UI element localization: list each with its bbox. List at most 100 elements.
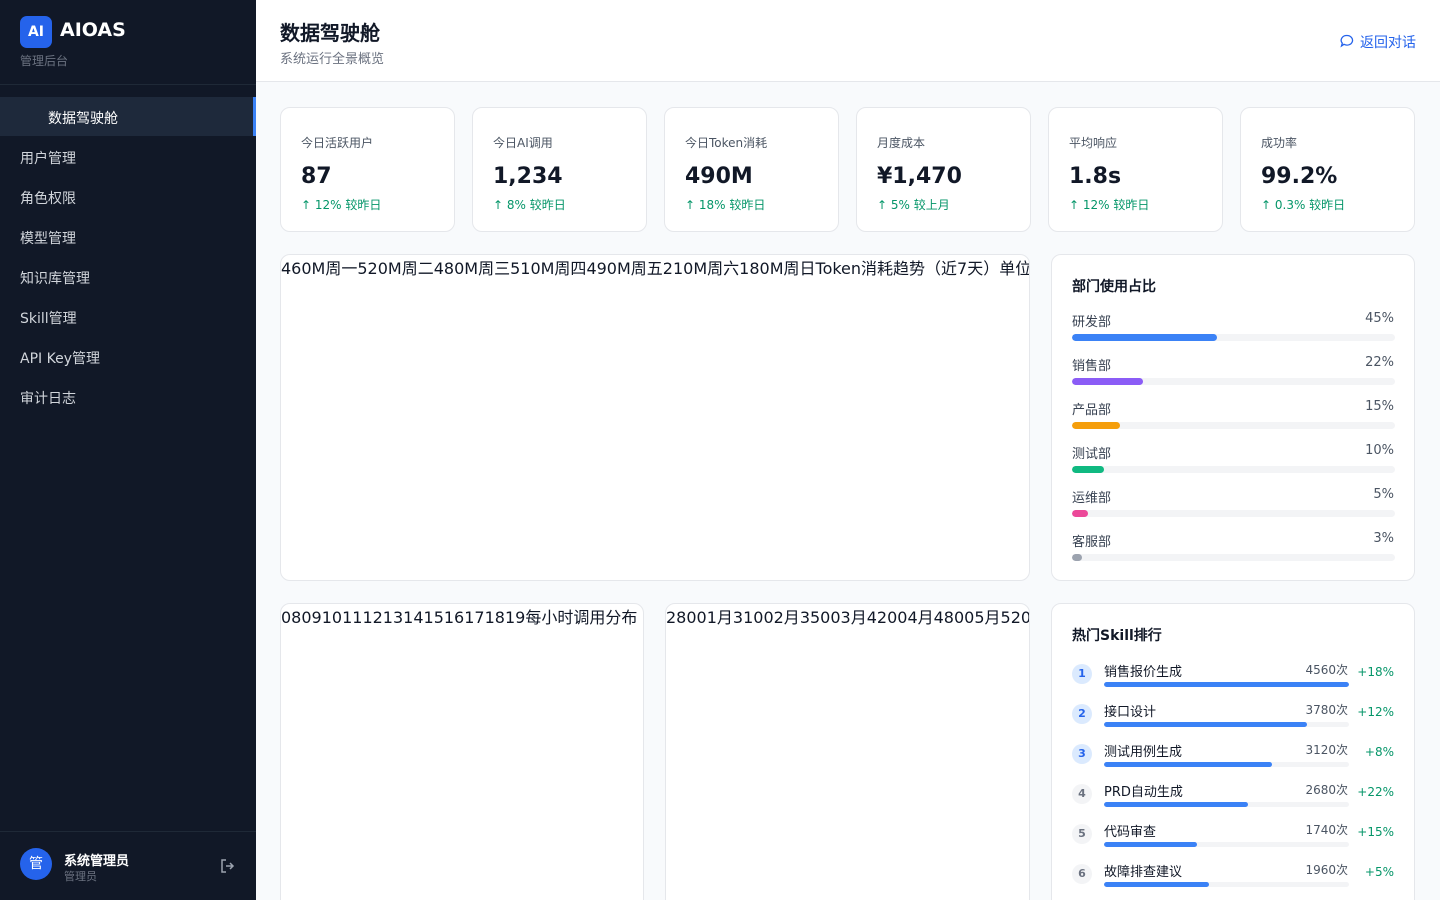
department-value: 22%: [1365, 355, 1394, 370]
nav-item[interactable]: 知识库管理: [0, 257, 256, 296]
kpi-label: 今日AI调用: [493, 136, 553, 150]
progress-track: [1104, 802, 1349, 807]
skill-name: 接口设计: [1104, 705, 1157, 720]
department-value: 3%: [1373, 531, 1394, 546]
card-title: 热门Skill排行: [1072, 628, 1162, 644]
user-name: 系统管理员: [64, 854, 130, 869]
user-role: 管理员: [64, 870, 97, 883]
chart-card: 28001月31002月35003月42004月48005月52006月月度对话…: [665, 603, 1030, 900]
rank-badge: 6: [1072, 864, 1092, 884]
nav-item[interactable]: Skill管理: [0, 297, 256, 336]
chart: 080910111213141516171819每小时调用分布: [281, 604, 637, 628]
kpi-change: ↑ 12% 较昨日: [1069, 198, 1150, 212]
nav-label: API Key管理: [20, 351, 100, 367]
chart: 28001月31002月35003月42004月48005月52006月月度对话…: [666, 604, 1029, 628]
rank-badge: 3: [1072, 744, 1092, 764]
rank-badge: 5: [1072, 824, 1092, 844]
x-tick-label: 13: [382, 608, 404, 627]
progress-bar: [1072, 554, 1082, 561]
back-link[interactable]: 返回对话: [1360, 35, 1416, 51]
progress-bar: [1072, 510, 1089, 517]
progress-bar: [1104, 682, 1349, 687]
skill-change: +18%: [1357, 665, 1394, 679]
progress-track: [1072, 510, 1395, 517]
progress-track: [1104, 882, 1349, 887]
kpi-value: 87: [301, 164, 332, 189]
chart-card: 460M周一520M周二480M周三510M周四490M周五210M周六180M…: [280, 254, 1030, 581]
skill-change: +22%: [1357, 785, 1394, 799]
logo-icon: AI: [20, 16, 52, 48]
progress-track: [1072, 466, 1395, 473]
skill-name: 代码审查: [1104, 825, 1157, 840]
rank-badge: 2: [1072, 704, 1092, 724]
x-tick-label: 周日: [783, 259, 816, 278]
progress-bar: [1072, 422, 1121, 429]
page-subtitle: 系统运行全景概览: [280, 52, 385, 67]
nav-item[interactable]: 审计日志: [0, 377, 256, 416]
department-value: 15%: [1365, 399, 1394, 414]
skill-count: 3120次: [1305, 743, 1348, 757]
nav-item[interactable]: 角色权限: [0, 177, 256, 216]
department-name: 研发部: [1072, 315, 1112, 330]
progress-bar: [1072, 378, 1144, 385]
x-tick-label: 周一: [325, 259, 358, 278]
skill-change: +12%: [1357, 705, 1394, 719]
value-label: 180M: [739, 259, 784, 278]
progress-track: [1072, 422, 1395, 429]
x-tick-label: 周三: [478, 259, 511, 278]
progress-bar: [1104, 842, 1198, 847]
department-value: 45%: [1365, 311, 1394, 326]
kpi-card: 成功率 99.2% ↑ 0.3% 较昨日: [1240, 107, 1415, 232]
department-name: 销售部: [1072, 359, 1112, 374]
department-name: 产品部: [1072, 403, 1112, 418]
x-tick-label: 3月: [840, 608, 867, 627]
progress-bar: [1104, 762, 1272, 767]
x-tick-label: 4月: [907, 608, 934, 627]
skill-name: PRD自动生成: [1104, 785, 1183, 800]
progress-track: [1104, 682, 1349, 687]
department-name: 运维部: [1072, 491, 1112, 506]
x-tick-label: 周五: [630, 259, 663, 278]
nav-item[interactable]: 数据驾驶舱: [0, 97, 256, 136]
divider: [0, 831, 256, 832]
logout-button[interactable]: [220, 858, 236, 874]
kpi-value: 99.2%: [1261, 164, 1338, 189]
department-value: 10%: [1365, 443, 1394, 458]
skill-name: 测试用例生成: [1104, 745, 1183, 760]
nav-item[interactable]: 模型管理: [0, 217, 256, 256]
progress-track: [1072, 554, 1395, 561]
kpi-change: ↑ 5% 较上月: [877, 198, 950, 212]
kpi-change: ↑ 8% 较昨日: [493, 198, 566, 212]
nav-item[interactable]: API Key管理: [0, 337, 256, 376]
rank-badge: 1: [1072, 664, 1092, 684]
kpi-label: 月度成本: [877, 136, 926, 150]
x-tick-label: 16: [443, 608, 465, 627]
x-tick-label: 周六: [707, 259, 740, 278]
brand: AIOAS: [60, 19, 126, 41]
chart: 460M周一520M周二480M周三510M周四490M周五210M周六180M…: [281, 255, 1029, 279]
kpi-label: 平均响应: [1069, 136, 1118, 150]
x-tick-label: 周四: [554, 259, 587, 278]
kpi-card: 今日AI调用 1,234 ↑ 8% 较昨日: [472, 107, 647, 232]
progress-bar: [1104, 802, 1248, 807]
value-label: 3500: [799, 608, 841, 627]
chart-title: 每小时调用分布: [525, 608, 638, 627]
nav-item[interactable]: 用户管理: [0, 137, 256, 176]
kpi-card: 月度成本 ¥1,470 ↑ 5% 较上月: [856, 107, 1031, 232]
progress-track: [1104, 842, 1349, 847]
x-tick-label: 09: [301, 608, 322, 627]
value-label: 460M: [281, 259, 326, 278]
x-tick-label: 15: [423, 608, 444, 627]
x-tick-label: 08: [281, 608, 302, 627]
kpi-value: ¥1,470: [877, 164, 962, 189]
rank-badge: 4: [1072, 784, 1092, 804]
skill-card: 热门Skill排行 1 销售报价生成 4560次 +18% 2 接口设计 3780次 +12% 3…: [1051, 603, 1415, 900]
kpi-card: 今日活跃用户 87 ↑ 12% 较昨日: [280, 107, 455, 232]
value-label: 510M: [510, 259, 555, 278]
progress-bar: [1072, 334, 1218, 341]
x-tick-label: 2月: [773, 608, 800, 627]
progress-track: [1072, 334, 1395, 341]
kpi-change: ↑ 18% 较昨日: [685, 198, 766, 212]
x-tick-label: 14: [403, 608, 424, 627]
